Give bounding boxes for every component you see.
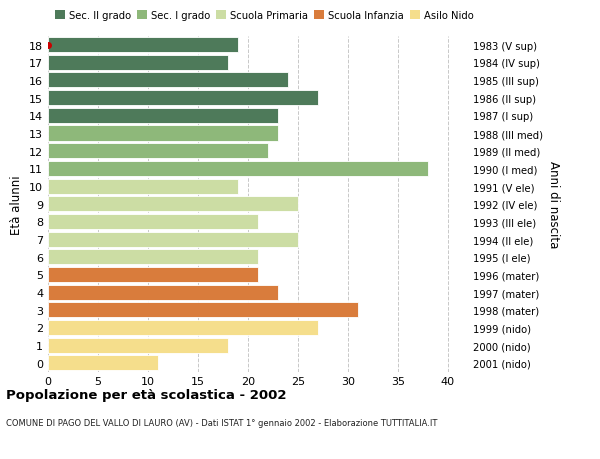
Y-axis label: Età alunni: Età alunni [10,174,23,234]
Bar [48,338,228,353]
Text: Popolazione per età scolastica - 2002: Popolazione per età scolastica - 2002 [6,388,287,401]
Bar [48,214,258,230]
Bar [48,179,238,194]
Bar [48,126,278,141]
Legend: Sec. II grado, Sec. I grado, Scuola Primaria, Scuola Infanzia, Asilo Nido: Sec. II grado, Sec. I grado, Scuola Prim… [50,7,478,25]
Bar [48,109,278,123]
Bar [48,285,278,300]
Bar [48,250,258,265]
Bar [48,267,258,282]
Bar [48,302,358,318]
Bar [48,56,228,71]
Bar [48,355,158,370]
Bar [48,162,428,176]
Y-axis label: Anni di nascita: Anni di nascita [547,161,560,248]
Bar [48,73,288,88]
Text: COMUNE DI PAGO DEL VALLO DI LAURO (AV) - Dati ISTAT 1° gennaio 2002 - Elaborazio: COMUNE DI PAGO DEL VALLO DI LAURO (AV) -… [6,418,437,427]
Bar [48,144,268,159]
Bar [48,320,318,335]
Bar [48,38,238,53]
Bar [48,197,298,212]
Bar [48,232,298,247]
Bar [48,91,318,106]
